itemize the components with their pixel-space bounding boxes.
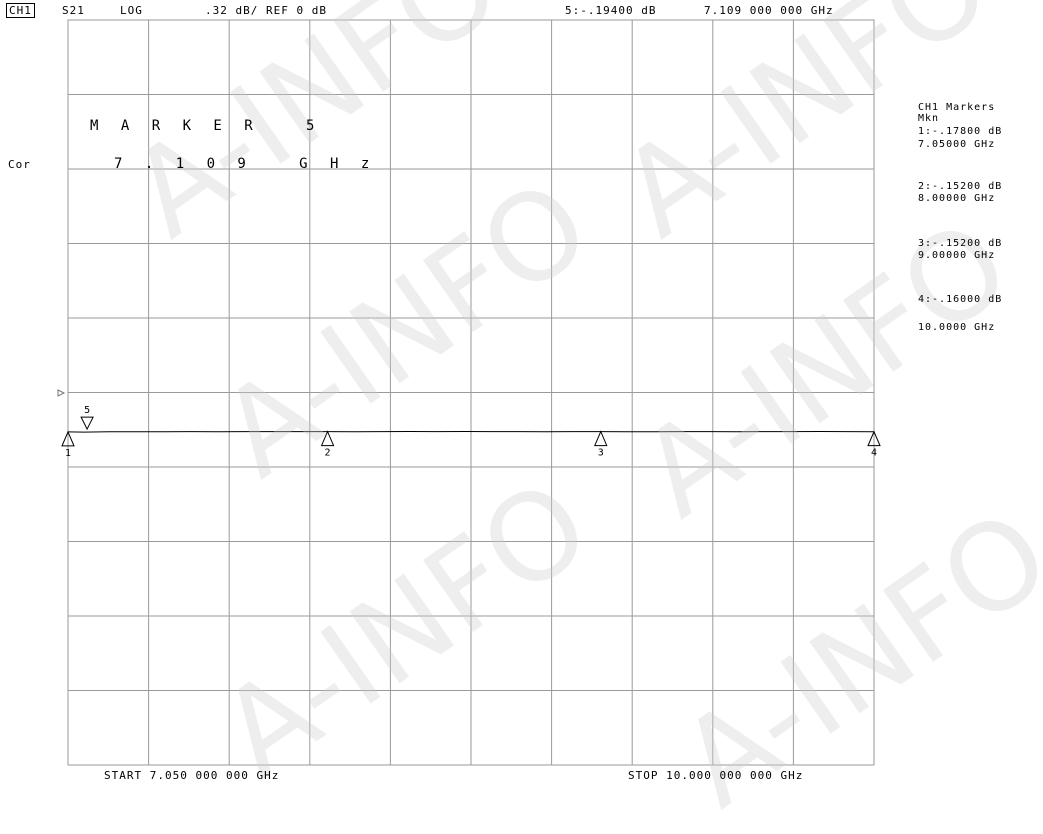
active-marker-value: 5:-.19400 dB — [565, 4, 657, 17]
marker-1-value: 1:-.17800 dB — [918, 126, 1003, 137]
marker-2: 2 — [320, 430, 335, 459]
marker-2-value: 2:-.15200 dB — [918, 181, 1003, 192]
marker-5-label: 5 — [84, 405, 90, 416]
marker-1-frequency: 7.05000 GHz — [918, 139, 996, 150]
marker-4-value: 4:-.16000 dB — [918, 294, 1003, 305]
marker-3: 3 — [594, 430, 608, 459]
channel-label: CH1 — [6, 3, 35, 18]
scale-label: .32 dB/ REF 0 dB — [205, 4, 327, 17]
reference-pointer-icon — [57, 389, 66, 397]
correction-label: Cor — [8, 158, 31, 171]
start-frequency: START 7.050 000 000 GHz — [104, 769, 280, 782]
marker-2-icon — [320, 430, 335, 447]
marker-list-subtitle: Mkn — [918, 113, 940, 124]
marker-3-label: 3 — [598, 448, 604, 459]
marker-5: 5 — [80, 405, 94, 431]
parameter-label: S21 — [62, 4, 85, 17]
marker-3-icon — [594, 430, 608, 447]
marker-3-value: 3:-.15200 dB — [918, 238, 1003, 249]
trace-line — [67, 430, 875, 433]
marker-title: M A R K E R 5 — [90, 118, 322, 134]
marker-2-label: 2 — [325, 448, 331, 459]
marker-4-frequency: 10.0000 GHz — [918, 322, 996, 333]
marker-3-frequency: 9.00000 GHz — [918, 250, 996, 261]
analyzer-plot: 1 2 3 4 5 — [57, 19, 881, 766]
marker-2-frequency: 8.00000 GHz — [918, 193, 996, 204]
stop-frequency: STOP 10.000 000 000 GHz — [628, 769, 804, 782]
marker-5-icon — [80, 416, 94, 431]
marker-frequency: 7 . 1 0 9 G H z — [114, 156, 377, 172]
marker-list-title: CH1 Markers — [918, 102, 996, 113]
marker-1-icon — [61, 430, 75, 447]
marker-1-label: 1 — [65, 448, 71, 459]
marker-1: 1 — [61, 430, 75, 459]
marker-4-icon — [867, 430, 881, 447]
marker-4-label: 4 — [871, 448, 877, 459]
format-label: LOG — [120, 4, 143, 17]
active-marker-frequency: 7.109 000 000 GHz — [704, 4, 834, 17]
marker-4: 4 — [867, 430, 881, 459]
